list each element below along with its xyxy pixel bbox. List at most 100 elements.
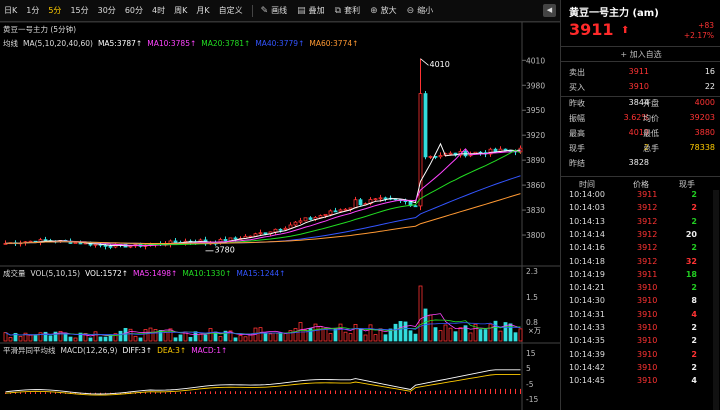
tick-volume: 2 (691, 203, 697, 213)
volume-bar (33, 335, 38, 342)
period-tab[interactable]: 60分 (124, 6, 143, 15)
volume-axis-label: 0.8 (526, 318, 538, 327)
y-axis-label: 3830 (526, 206, 545, 215)
tick-row: 10:14:19 3911 18 (561, 270, 720, 283)
tick-volume: 8 (691, 296, 697, 306)
tool-button[interactable]: ⧉ 套利 (335, 5, 360, 16)
tick-price: 3910 (637, 283, 658, 293)
period-tab[interactable]: 日K (4, 6, 18, 15)
volume-bar (353, 324, 358, 342)
candle-body (373, 198, 378, 201)
quote-row: 现手 2 总手 78338 (561, 143, 720, 158)
volume-bar (458, 327, 463, 342)
tick-row: 10:14:00 3911 2 (561, 190, 720, 203)
candle-body (73, 242, 78, 244)
tool-button[interactable]: ⊕ 放大 (370, 5, 397, 16)
tick-time: 10:14:03 (569, 203, 605, 213)
tick-price: 3910 (637, 362, 658, 372)
tick-row: 10:14:31 3910 4 (561, 310, 720, 323)
tick-row: 10:14:03 3912 2 (561, 203, 720, 216)
tick-row: 10:14:33 3910 2 (561, 323, 720, 336)
volume-bar (383, 334, 388, 342)
candle-body (423, 93, 428, 158)
indicator-name: 均线 (3, 39, 18, 48)
volume-bar (138, 337, 143, 342)
period-tab[interactable]: 4时 (152, 6, 166, 15)
tick-time: 10:14:21 (569, 283, 605, 293)
volume-bar (283, 333, 288, 342)
quote-value: 4019 (628, 128, 649, 137)
period-tab[interactable]: 30分 (97, 6, 116, 15)
volume-bar (408, 330, 413, 342)
tool-label: 叠加 (308, 6, 325, 15)
quote-value: 39203 (689, 113, 715, 122)
volume-bar (388, 328, 393, 342)
volume-axis-label: 2.3 (526, 267, 538, 276)
tick-price: 3910 (637, 376, 658, 386)
add-watchlist-button[interactable]: + 加入自选 (561, 46, 720, 62)
volume-bar (118, 330, 123, 342)
tick-volume: 2 (691, 336, 697, 346)
candle-body (93, 243, 98, 246)
contract-name: 黄豆一号主力 (am) (569, 8, 659, 19)
chart-title: 黄豆一号主力 (5分钟) (3, 24, 77, 34)
period-tab[interactable]: 15分 (70, 6, 89, 15)
volume-bar (3, 332, 8, 342)
tick-row: 10:14:21 3910 2 (561, 283, 720, 296)
change-value: +83 (698, 21, 714, 30)
volume-bar (258, 327, 263, 342)
copy-icon: ⧉ (334, 5, 342, 16)
volume-bar (178, 334, 183, 342)
volume-bar (438, 330, 443, 342)
volume-bar (498, 330, 503, 342)
volume-bar (288, 330, 293, 342)
tool-label: 画线 (271, 6, 288, 15)
quote-label: 总手 (643, 144, 659, 153)
indicator-params: MA(5,10,20,40,60) (23, 39, 93, 48)
candle-body (493, 148, 498, 152)
legend-value: MA5:1498↑ (133, 269, 178, 278)
tick-volume: 4 (691, 309, 697, 319)
volume-bar (123, 327, 128, 342)
volume-bar (78, 332, 83, 342)
tool-button[interactable]: ▤ 叠加 (297, 5, 325, 16)
sell-price: 3911 (628, 67, 649, 76)
quote-panel: 黄豆一号主力 (am) 3911 ⬆ +83 +2.17% + 加入自选 卖出 … (560, 0, 720, 410)
candle-body (108, 245, 113, 248)
tool-button[interactable]: ⊖ 缩小 (407, 5, 434, 16)
period-tab[interactable]: 周K (174, 6, 188, 15)
candle-body (318, 215, 323, 218)
candle-body (298, 220, 303, 223)
period-tab[interactable]: 自定义 (218, 6, 243, 15)
volume-bar (168, 328, 173, 342)
volume-bar (68, 336, 73, 342)
tick-scrollbar[interactable] (713, 190, 719, 410)
tool-button[interactable]: ✎ 画线 (261, 5, 288, 16)
candle-body (263, 232, 268, 235)
volume-bar (23, 332, 28, 342)
y-axis-label: 3860 (526, 181, 545, 190)
collapse-panel-icon[interactable]: ◀ (543, 4, 556, 17)
volume-bar (278, 333, 283, 342)
y-axis-label: 3980 (526, 81, 545, 90)
tick-price: 3912 (637, 256, 658, 266)
quote-label: 现手 (569, 144, 585, 153)
volume-bar (373, 334, 378, 342)
period-tab[interactable]: 月K (196, 6, 210, 15)
kline-chart[interactable]: 4010 3980 3950 3920 3890 3860 3830 3800 4010 3780… (0, 22, 560, 410)
tick-row: 10:14:45 3910 4 (561, 376, 720, 389)
period-tab[interactable]: 5分 (48, 6, 62, 15)
volume-bar (73, 337, 78, 342)
tick-time: 10:14:14 (569, 229, 605, 239)
tick-row: 10:14:35 3910 2 (561, 336, 720, 349)
period-toolbar: 日K 1分 5分 15分 30分 60分 4时 周K 月K 自定义 ✎ 画线 ▤ 叠加 ⧉ 套利 ⊕ 放大 ⊖ 缩小… (0, 0, 560, 22)
period-tab[interactable]: 1分 (26, 6, 40, 15)
tick-price: 3912 (637, 243, 658, 253)
volume-bar (13, 332, 18, 342)
volume-bar (268, 333, 273, 342)
volume-bar (198, 333, 203, 342)
candle-body (253, 233, 258, 237)
volume-bar (443, 324, 448, 342)
volume-bar (468, 332, 473, 342)
tick-volume: 2 (691, 190, 697, 199)
